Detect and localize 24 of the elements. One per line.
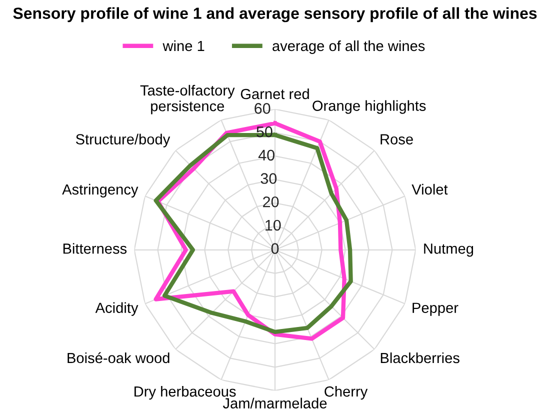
legend-label: wine 1 — [162, 40, 204, 52]
spoke-label: Jam/marmelade — [222, 398, 327, 408]
spoke-label: Astringency — [62, 184, 138, 198]
y-tick-label: 40 — [258, 150, 274, 161]
spoke-label: Violet — [412, 184, 448, 195]
spoke-label: Blackberries — [380, 352, 460, 364]
spoke-label: Pepper — [412, 302, 458, 316]
spoke-label: Structure/body — [76, 134, 170, 148]
y-tick-label: 60 — [254, 103, 270, 114]
chart-title: Sensory profile of wine 1 and average sensory profile of all the wines — [13, 7, 537, 22]
spoke-label: Rose — [380, 134, 413, 144]
spoke-label: Bitterness — [63, 243, 127, 254]
spoke-label: Boisé-oak wood — [68, 352, 170, 364]
spoke-label: Garnet red — [240, 88, 309, 100]
spoke-label: Orange highlights — [312, 100, 426, 114]
y-tick-label: 0 — [271, 243, 279, 254]
spoke-label: Taste-olfactory persistence — [140, 84, 235, 114]
spoke-label: Cherry — [324, 386, 368, 400]
legend-label: average of all the wines — [272, 40, 425, 54]
y-tick-label: 20 — [263, 196, 279, 208]
spoke-label: Acidity — [95, 302, 138, 316]
y-tick-label: 30 — [260, 173, 277, 184]
spoke-label: Nutmeg — [424, 244, 474, 257]
y-tick-label: 10 — [266, 220, 281, 231]
